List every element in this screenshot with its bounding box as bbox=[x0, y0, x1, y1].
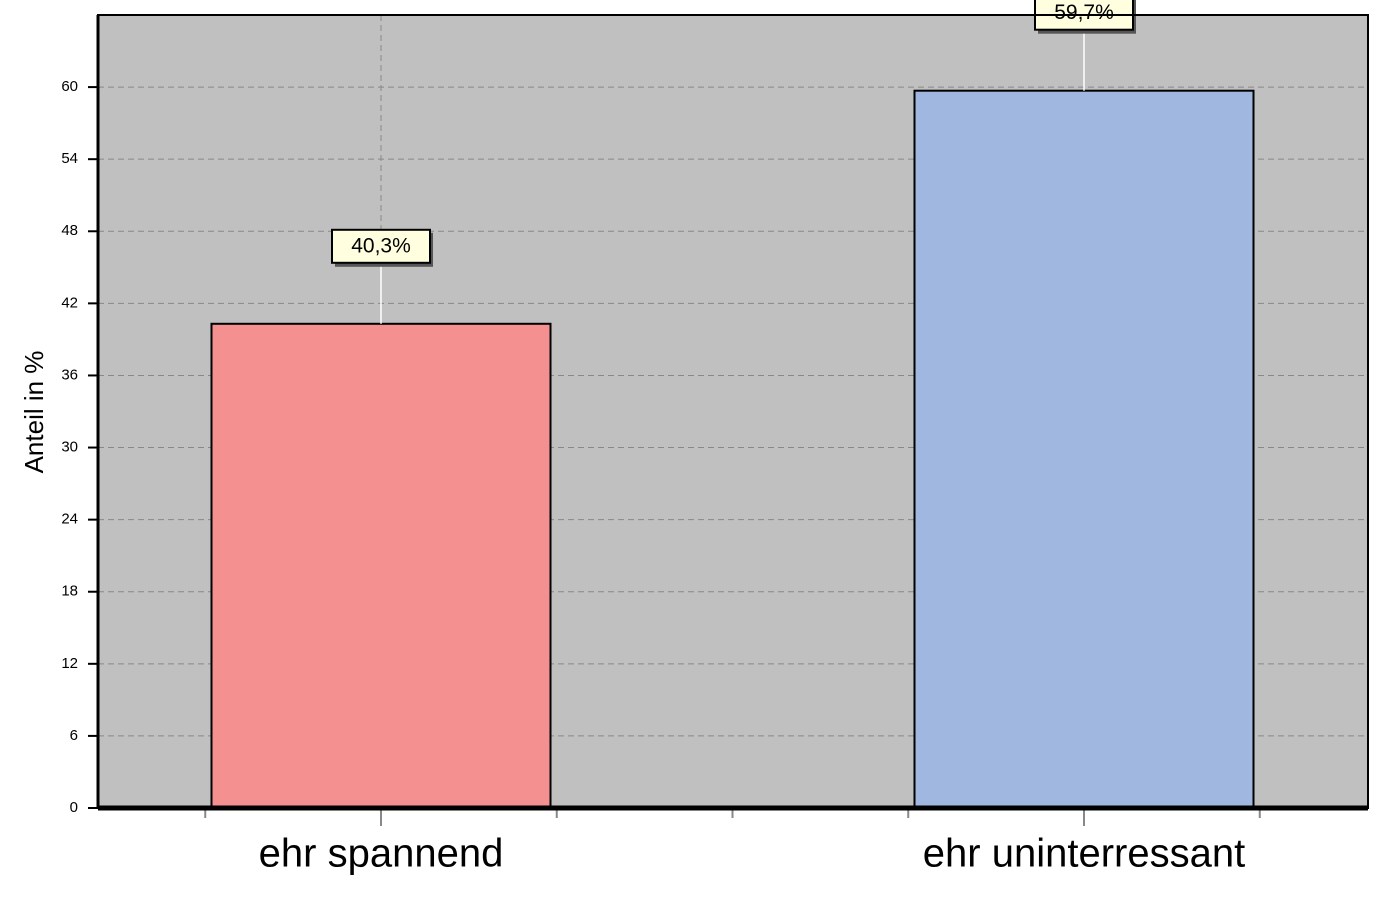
y-tick-label: 6 bbox=[70, 727, 78, 744]
y-axis-title: Anteil in % bbox=[19, 351, 49, 474]
value-label: 59,7% bbox=[1054, 1, 1114, 24]
y-tick-label: 42 bbox=[61, 294, 78, 311]
x-tick-label: ehr spannend bbox=[259, 832, 504, 876]
y-tick-label: 24 bbox=[61, 511, 78, 528]
value-label: 40,3% bbox=[351, 234, 411, 257]
bar bbox=[210, 322, 552, 809]
y-tick-label: 30 bbox=[61, 439, 78, 456]
y-tick-label: 18 bbox=[61, 583, 78, 600]
x-tick-label: ehr uninterressant bbox=[923, 832, 1245, 876]
y-tick-label: 54 bbox=[61, 150, 78, 167]
y-tick-label: 36 bbox=[61, 366, 78, 383]
y-tick-label: 12 bbox=[61, 655, 78, 672]
y-tick-label: 60 bbox=[61, 78, 78, 95]
y-tick-label: 0 bbox=[70, 799, 78, 816]
bar bbox=[913, 89, 1255, 810]
y-tick-label: 48 bbox=[61, 222, 78, 239]
value-label-box bbox=[331, 228, 431, 264]
